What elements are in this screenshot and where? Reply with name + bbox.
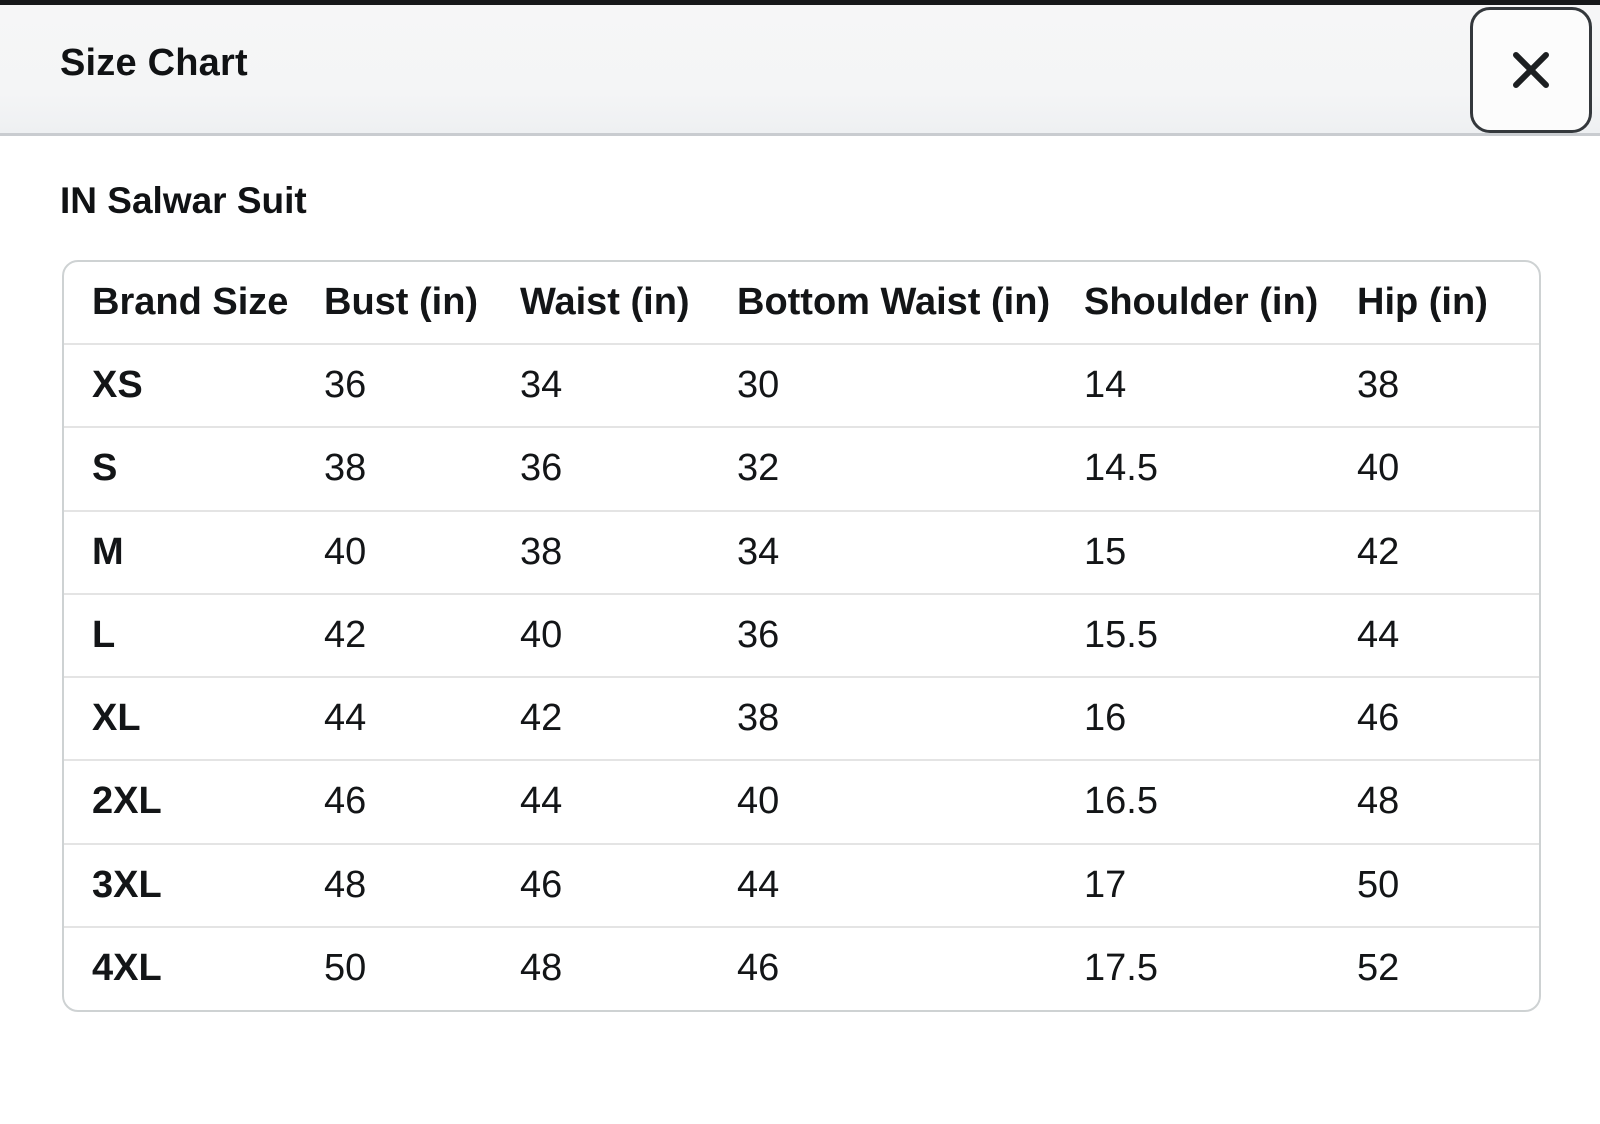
table-row: 3XL 48 46 44 17 50: [64, 843, 1539, 927]
cell-bottom-waist: 36: [737, 613, 780, 656]
column-header-bust: Bust (in): [324, 281, 479, 323]
page-title: Size Chart: [60, 42, 248, 84]
cell-hip: 40: [1357, 447, 1400, 490]
cell-waist: 46: [520, 863, 563, 906]
cell-hip: 50: [1357, 863, 1400, 906]
product-category-title: IN Salwar Suit: [60, 180, 307, 221]
cell-brand-size: 2XL: [92, 780, 162, 823]
cell-brand-size: XL: [92, 697, 141, 740]
cell-bottom-waist: 46: [737, 947, 780, 990]
cell-bust: 50: [324, 947, 367, 990]
cell-shoulder: 17: [1084, 863, 1127, 906]
cell-shoulder: 14: [1084, 364, 1127, 407]
cell-brand-size: M: [92, 530, 124, 573]
table-row: XL 44 42 38 16 46: [64, 677, 1539, 760]
size-table: Brand Size Bust (in) Waist (in) Bottom W…: [64, 262, 1539, 1010]
cell-hip: 38: [1357, 364, 1400, 407]
cell-shoulder: 17.5: [1084, 947, 1158, 990]
cell-waist: 34: [520, 364, 563, 407]
cell-bottom-waist: 44: [737, 863, 780, 906]
cell-waist: 40: [520, 613, 563, 656]
close-icon: [1511, 50, 1551, 90]
cell-brand-size: XS: [92, 364, 143, 407]
cell-shoulder: 16: [1084, 697, 1127, 740]
cell-bust: 46: [324, 780, 367, 823]
size-table-container: Brand Size Bust (in) Waist (in) Bottom W…: [62, 260, 1541, 1012]
cell-brand-size: L: [92, 613, 116, 656]
cell-bottom-waist: 40: [737, 780, 780, 823]
cell-waist: 38: [520, 530, 563, 573]
cell-waist: 44: [520, 780, 563, 823]
cell-bust: 38: [324, 447, 367, 490]
cell-waist: 48: [520, 947, 563, 990]
cell-bust: 36: [324, 364, 367, 407]
column-header-bottom-waist: Bottom Waist (in): [737, 281, 1051, 323]
cell-bottom-waist: 30: [737, 364, 780, 407]
cell-shoulder: 15: [1084, 530, 1127, 573]
cell-brand-size: 4XL: [92, 947, 162, 990]
column-header-waist: Waist (in): [520, 281, 690, 323]
close-button[interactable]: [1470, 7, 1592, 133]
column-header-shoulder: Shoulder (in): [1084, 281, 1319, 323]
table-row: XS 36 34 30 14 38: [64, 344, 1539, 427]
cell-bottom-waist: 38: [737, 697, 780, 740]
cell-bottom-waist: 32: [737, 447, 780, 490]
cell-bust: 40: [324, 530, 367, 573]
table-row: S 38 36 32 14.5 40: [64, 427, 1539, 510]
column-header-brand-size: Brand Size: [92, 281, 289, 323]
cell-bottom-waist: 34: [737, 530, 780, 573]
page-top-edge: [0, 0, 1600, 5]
cell-hip: 44: [1357, 613, 1400, 656]
cell-shoulder: 14.5: [1084, 447, 1158, 490]
cell-hip: 52: [1357, 947, 1400, 990]
table-row: 2XL 46 44 40 16.5 48: [64, 760, 1539, 843]
cell-bust: 44: [324, 697, 367, 740]
column-header-hip: Hip (in): [1357, 281, 1488, 323]
table-header-row: Brand Size Bust (in) Waist (in) Bottom W…: [64, 262, 1539, 344]
table-row: 4XL 50 48 46 17.5 52: [64, 926, 1539, 1010]
cell-hip: 46: [1357, 697, 1400, 740]
cell-brand-size: 3XL: [92, 863, 162, 906]
cell-hip: 48: [1357, 780, 1400, 823]
cell-hip: 42: [1357, 530, 1400, 573]
cell-waist: 36: [520, 447, 563, 490]
cell-brand-size: S: [92, 447, 118, 490]
cell-bust: 42: [324, 613, 367, 656]
cell-shoulder: 16.5: [1084, 780, 1158, 823]
modal-header: Size Chart: [0, 0, 1600, 136]
cell-waist: 42: [520, 697, 563, 740]
cell-bust: 48: [324, 863, 367, 906]
cell-shoulder: 15.5: [1084, 613, 1158, 656]
table-row: L 42 40 36 15.5 44: [64, 593, 1539, 677]
table-row: M 40 38 34 15 42: [64, 510, 1539, 594]
